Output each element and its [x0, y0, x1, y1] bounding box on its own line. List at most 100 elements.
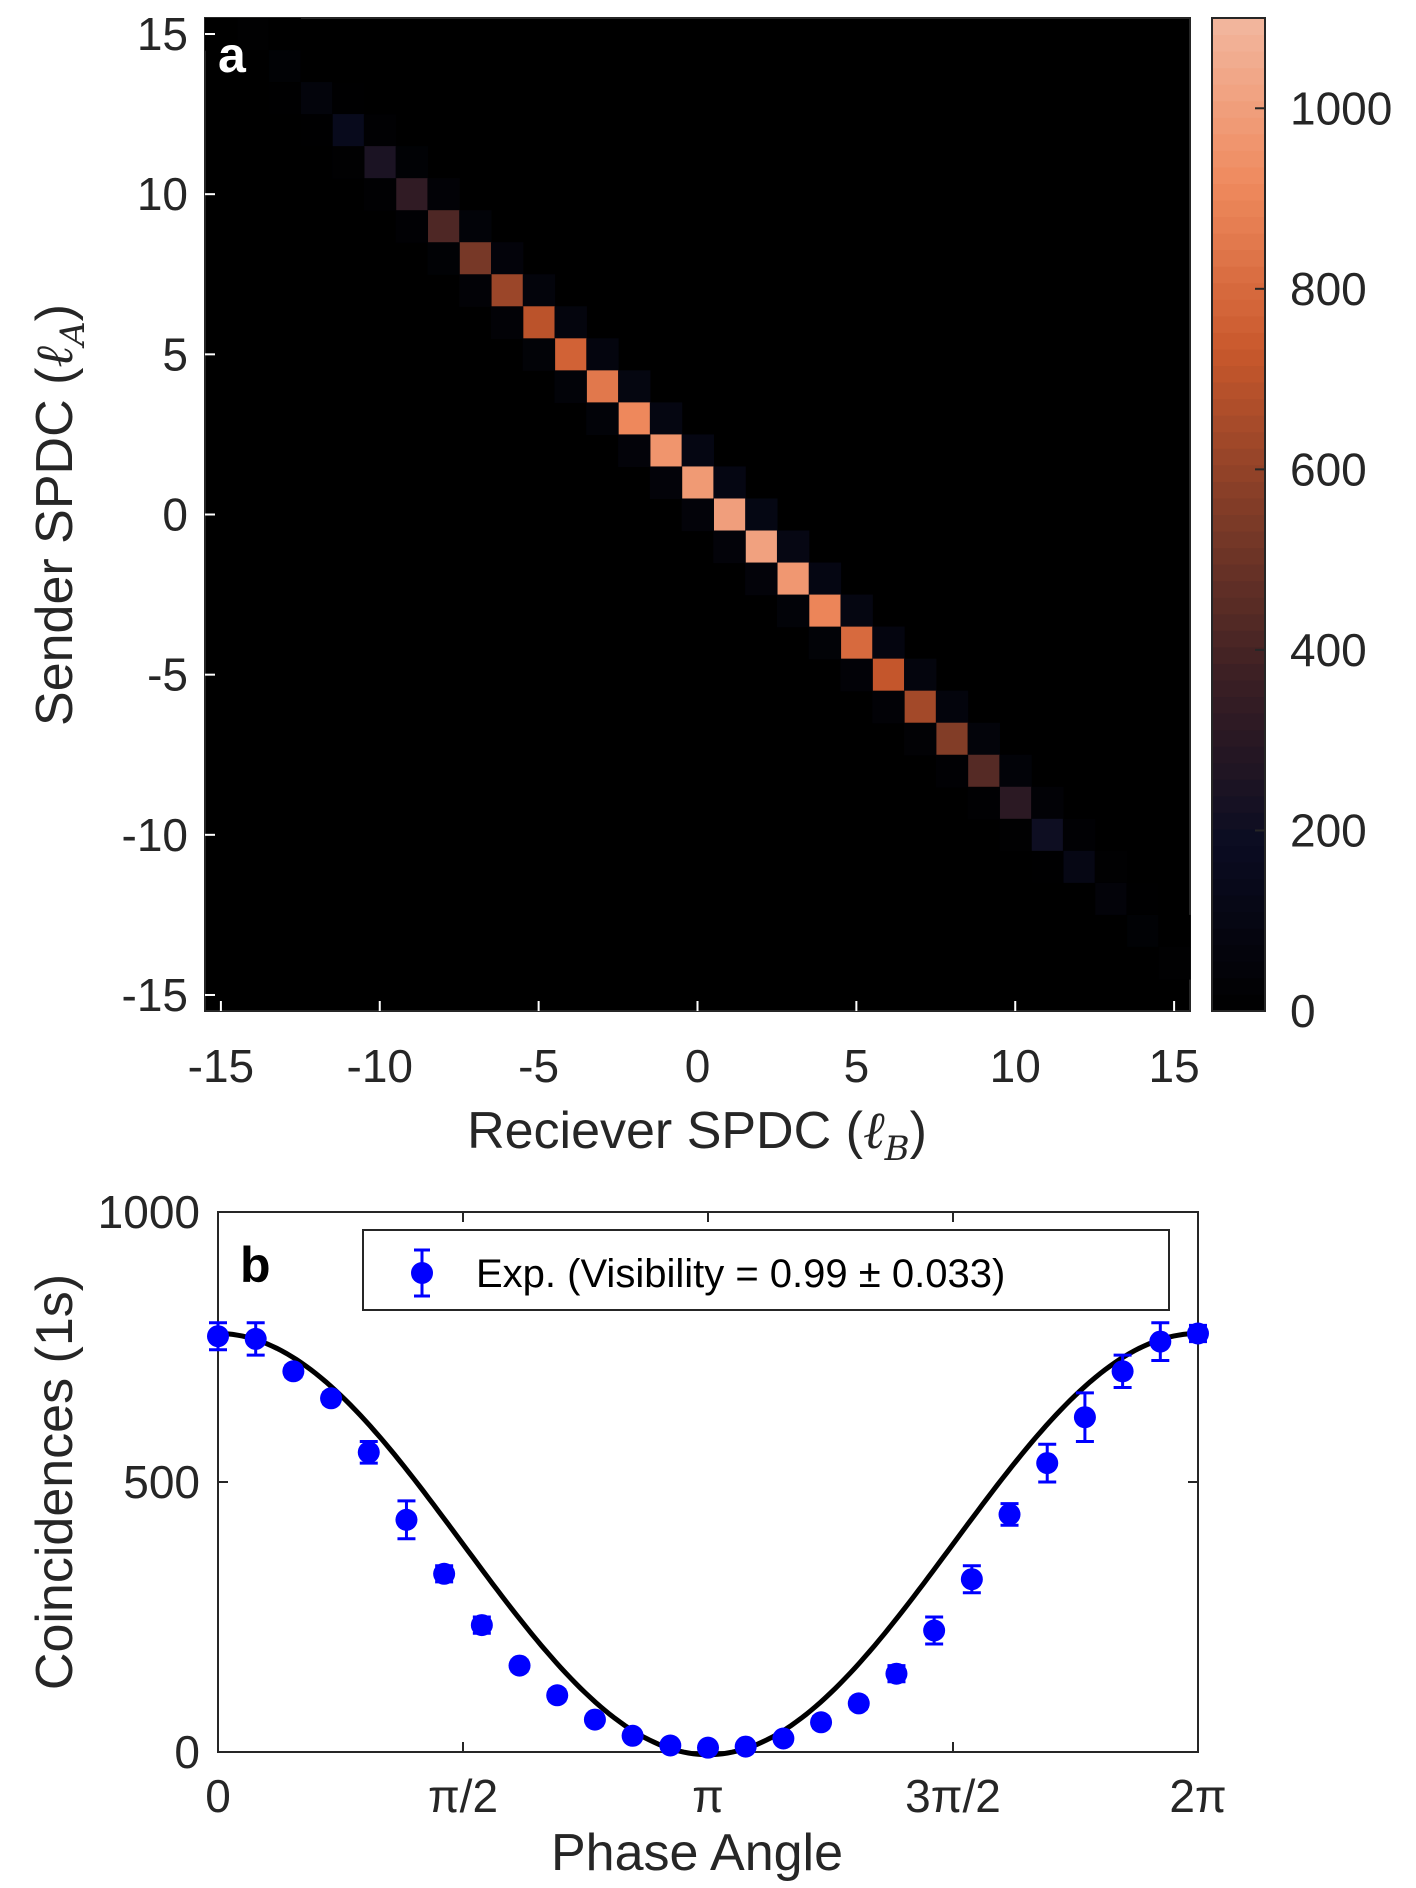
colorbar-tick-label: 0 — [1290, 985, 1316, 1037]
heatmap-cell-offdiagonal — [808, 562, 842, 596]
data-marker — [207, 1325, 229, 1348]
heatmap-cell-offdiagonal — [522, 274, 556, 307]
colorbar-segment — [1212, 646, 1265, 664]
data-marker — [960, 1568, 983, 1591]
heatmap-cell-diagonal — [554, 338, 587, 371]
colorbar-segment — [1212, 911, 1265, 929]
heatmap-cell-offdiagonal — [236, 50, 270, 83]
colorbar-segment — [1212, 828, 1265, 846]
data-marker — [810, 1711, 833, 1734]
data-point — [508, 1654, 531, 1677]
heatmap-x-tick-label: 5 — [844, 1040, 870, 1092]
colorbar-segment — [1212, 862, 1265, 880]
colorbar-segment — [1212, 200, 1265, 218]
data-marker — [508, 1654, 531, 1677]
heatmap-cell-offdiagonal — [776, 594, 810, 628]
heatmap-cell-diagonal — [586, 370, 619, 403]
colorbar-segment — [1212, 961, 1265, 979]
colorbar-segment — [1212, 481, 1265, 499]
heatmap-cell-diagonal — [681, 466, 714, 500]
colorbar-segment — [1212, 84, 1265, 102]
colorbar-segment — [1212, 630, 1265, 648]
colorbar-segment — [1212, 464, 1265, 482]
heatmap-cell-offdiagonal — [649, 466, 683, 500]
heatmap-cell-diagonal — [967, 754, 1000, 788]
legend-box — [362, 1229, 1170, 1311]
colorbar-segment — [1212, 398, 1265, 416]
heatmap-cell-offdiagonal — [554, 370, 587, 403]
colorbar-segment — [1212, 133, 1265, 151]
colorbar-tick-label: 800 — [1290, 263, 1367, 315]
heatmap-y-label-subscript: A — [53, 321, 93, 349]
data-point — [1186, 1322, 1209, 1345]
heatmap-cell-offdiagonal — [618, 434, 651, 468]
data-point — [244, 1321, 267, 1357]
colorbar-segment — [1212, 216, 1265, 234]
data-points — [207, 1321, 1209, 1759]
heatmap-y-tick-label: 15 — [137, 8, 188, 60]
heatmap-cell-offdiagonal — [1031, 786, 1064, 820]
heatmap-cell-offdiagonal — [490, 242, 524, 275]
heatmap-cell-diagonal — [522, 306, 556, 339]
data-point — [1149, 1321, 1172, 1362]
data-point — [357, 1440, 380, 1465]
data-point — [1036, 1442, 1059, 1484]
heatmap-cell-offdiagonal — [745, 562, 778, 596]
heatmap-cell-offdiagonal — [427, 242, 460, 275]
colorbar-segment — [1212, 613, 1265, 631]
colorbar-segment — [1212, 349, 1265, 367]
data-marker — [772, 1727, 795, 1750]
heatmap-x-label-symbol: ℓ — [863, 1101, 885, 1161]
heatmap-cell-offdiagonal — [904, 722, 937, 756]
phase-scan-panel: 0 π/2 π 3π/2 2π 0 500 1000 b Exp. (Visibility =… — [26, 1186, 1227, 1882]
data-marker — [1186, 1322, 1209, 1345]
legend-marker — [411, 1262, 433, 1284]
heatmap-cell-diagonal — [395, 178, 429, 211]
heatmap-cell-diagonal — [713, 498, 746, 532]
heatmap-cell-diagonal — [1126, 914, 1159, 948]
colorbar-segment — [1212, 497, 1265, 515]
data-marker — [583, 1708, 606, 1731]
heatmap-cell-offdiagonal — [586, 338, 619, 371]
heatmap-y-tick-label: -5 — [147, 649, 188, 701]
heatmap-y-ticks: 15 10 5 0 -5 -10 -15 — [122, 8, 215, 1021]
colorbar-frame — [1211, 17, 1266, 1012]
colorbar-segment — [1212, 51, 1265, 69]
heatmap-y-label-symbol: ℓ — [25, 346, 85, 368]
heatmap-cell-offdiagonal — [1062, 882, 1096, 916]
heatmap-cell-offdiagonal — [1031, 850, 1064, 884]
heatmap-x-tick-label: 10 — [990, 1040, 1041, 1092]
heatmap-y-tick-label: 5 — [162, 328, 188, 380]
heatmap-cell-offdiagonal — [999, 754, 1032, 788]
data-marker — [734, 1735, 757, 1758]
heatmap-y-tick-label: -10 — [122, 809, 188, 861]
heatmap-cells — [205, 18, 1191, 980]
heatmap-cell-offdiagonal — [967, 786, 1000, 820]
colorbar-segment — [1212, 34, 1265, 52]
heatmap-cell-diagonal — [459, 242, 492, 275]
heatmap-cell-diagonal — [840, 626, 873, 660]
heatmap-cell-offdiagonal — [1094, 914, 1128, 948]
colorbar-segment — [1212, 266, 1265, 284]
colorbar-segment — [1212, 713, 1265, 731]
colorbar-segment — [1212, 18, 1265, 36]
panel-b-label: b — [240, 1237, 271, 1293]
colorbar-segment — [1212, 779, 1265, 797]
heatmap-x-label-text: Reciever SPDC ( — [467, 1102, 864, 1160]
data-marker — [282, 1360, 305, 1383]
phase-x-axis-label: Phase Angle — [551, 1824, 843, 1882]
heatmap-x-label-subscript: B — [884, 1129, 910, 1169]
colorbar-segment — [1212, 845, 1265, 863]
colorbar-segment — [1212, 431, 1265, 449]
heatmap-cell-offdiagonal — [713, 466, 746, 500]
colorbar-segment — [1212, 100, 1265, 118]
data-point — [583, 1708, 606, 1731]
data-point — [960, 1564, 983, 1595]
heatmap-cell-diagonal — [236, 18, 270, 51]
data-marker — [1149, 1330, 1172, 1353]
colorbar-segment — [1212, 332, 1265, 350]
heatmap-cell-offdiagonal — [935, 690, 969, 724]
heatmap-cell-offdiagonal — [1158, 914, 1191, 948]
colorbar-segment — [1212, 150, 1265, 168]
